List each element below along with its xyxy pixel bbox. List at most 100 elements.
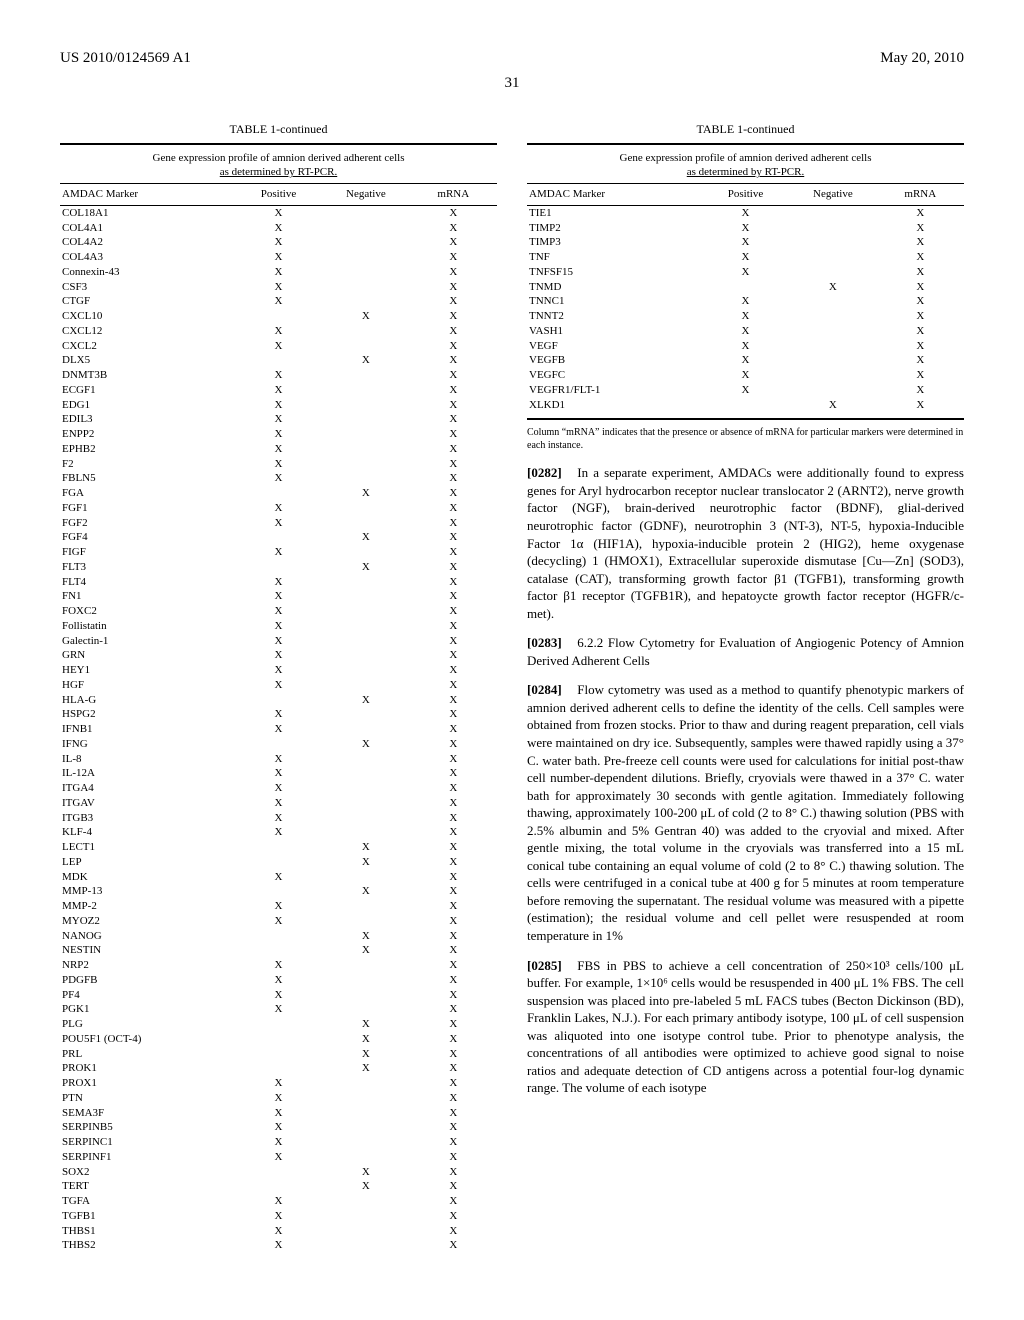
cell-mrna: X (410, 811, 497, 826)
cell-marker: XLKD1 (527, 398, 702, 416)
table-row: NANOGXX (60, 929, 497, 944)
cell-mrna: X (410, 1062, 497, 1077)
cell-positive (235, 737, 322, 752)
table-row: TNFSF15XX (527, 265, 964, 280)
cell-negative (789, 339, 876, 354)
cell-negative (322, 590, 409, 605)
cell-negative: X (322, 1165, 409, 1180)
cell-negative: X (789, 398, 876, 416)
cell-mrna: X (410, 634, 497, 649)
cell-marker: PROK1 (60, 1062, 235, 1077)
cell-mrna: X (410, 914, 497, 929)
table-row: PDGFBXX (60, 973, 497, 988)
cell-positive: X (235, 590, 322, 605)
cell-mrna: X (410, 531, 497, 546)
cell-positive: X (235, 236, 322, 251)
cell-positive: X (235, 1209, 322, 1224)
cell-positive: X (235, 664, 322, 679)
cell-positive: X (235, 1136, 322, 1151)
cell-mrna: X (410, 413, 497, 428)
cell-marker: TNNC1 (527, 295, 702, 310)
cell-negative (322, 206, 409, 221)
table-row: FollistatinXX (60, 619, 497, 634)
col-mrna: mRNA (410, 184, 497, 206)
cell-mrna: X (410, 383, 497, 398)
cell-positive: X (702, 251, 789, 266)
cell-negative (322, 1136, 409, 1151)
cell-mrna: X (410, 796, 497, 811)
cell-positive: X (235, 1239, 322, 1257)
table-row: MMP-2XX (60, 900, 497, 915)
cell-mrna: X (410, 560, 497, 575)
table-row: SERPINB5XX (60, 1121, 497, 1136)
cell-mrna: X (410, 1106, 497, 1121)
cell-negative: X (322, 1018, 409, 1033)
cell-positive: X (235, 546, 322, 561)
cell-marker: TIE1 (527, 206, 702, 221)
cell-positive: X (235, 708, 322, 723)
paragraph: [0284]Flow cytometry was used as a metho… (527, 681, 964, 944)
cell-mrna: X (410, 870, 497, 885)
table-row: PF4XX (60, 988, 497, 1003)
table-row: CSF3XX (60, 280, 497, 295)
table-row: PRLXX (60, 1047, 497, 1062)
cell-marker: TGFA (60, 1195, 235, 1210)
cell-negative: X (322, 487, 409, 502)
cell-positive (235, 1047, 322, 1062)
table-row: ITGA4XX (60, 782, 497, 797)
cell-positive (235, 693, 322, 708)
table-row: CXCL10XX (60, 310, 497, 325)
cell-negative (789, 236, 876, 251)
table-row: VEGFXX (527, 339, 964, 354)
cell-negative (322, 236, 409, 251)
cell-positive (702, 398, 789, 416)
cell-mrna: X (877, 324, 964, 339)
cell-mrna: X (410, 1018, 497, 1033)
cell-negative: X (322, 1047, 409, 1062)
cell-marker: EPHB2 (60, 442, 235, 457)
cell-positive: X (235, 369, 322, 384)
cell-negative (322, 324, 409, 339)
cell-negative (322, 295, 409, 310)
table-row: LECT1XX (60, 841, 497, 856)
cell-marker: EDG1 (60, 398, 235, 413)
cell-negative (322, 1195, 409, 1210)
cell-marker: FOXC2 (60, 605, 235, 620)
cell-mrna: X (877, 236, 964, 251)
cell-marker: PGK1 (60, 1003, 235, 1018)
page-number: 31 (60, 75, 964, 92)
table-header-row: AMDAC Marker Positive Negative mRNA (60, 184, 497, 206)
cell-marker: TNFSF15 (527, 265, 702, 280)
cell-mrna: X (877, 265, 964, 280)
cell-marker: THBS1 (60, 1224, 235, 1239)
cell-negative (322, 1077, 409, 1092)
cell-positive: X (235, 1106, 322, 1121)
cell-positive: X (702, 295, 789, 310)
cell-positive (235, 944, 322, 959)
cell-negative: X (322, 944, 409, 959)
cell-positive (235, 560, 322, 575)
cell-mrna: X (410, 236, 497, 251)
cell-mrna: X (877, 354, 964, 369)
cell-positive: X (235, 900, 322, 915)
table-title-right: TABLE 1-continued (527, 122, 964, 137)
cell-marker: FLT4 (60, 575, 235, 590)
table-row: PTNXX (60, 1091, 497, 1106)
cell-positive: X (235, 988, 322, 1003)
table-row: F2XX (60, 457, 497, 472)
table-row: HGFXX (60, 678, 497, 693)
table-row: DNMT3BXX (60, 369, 497, 384)
cell-positive: X (235, 678, 322, 693)
cell-marker: MMP-13 (60, 885, 235, 900)
cell-marker: IFNB1 (60, 723, 235, 738)
cell-marker: PF4 (60, 988, 235, 1003)
cell-marker: SERPINF1 (60, 1150, 235, 1165)
cell-marker: SOX2 (60, 1165, 235, 1180)
cell-positive: X (235, 649, 322, 664)
paragraph-number: [0282] (527, 465, 562, 480)
cell-negative (322, 1239, 409, 1257)
table-row: DLX5XX (60, 354, 497, 369)
cell-mrna: X (410, 752, 497, 767)
cell-negative (322, 413, 409, 428)
table-title-left: TABLE 1-continued (60, 122, 497, 137)
